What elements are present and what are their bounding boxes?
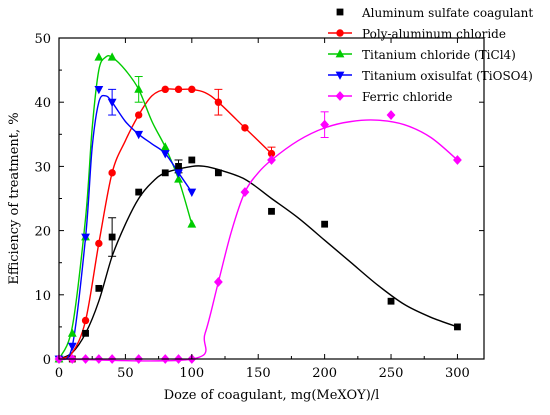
y-axis-label: Efficiency of treatment, % — [7, 112, 22, 284]
data-point-0 — [95, 284, 103, 292]
data-point-4 — [453, 155, 462, 165]
y-tick-label: 30 — [34, 160, 51, 175]
data-point-3 — [107, 98, 117, 108]
x-tick-label: 150 — [246, 366, 271, 381]
data-point-0 — [268, 207, 275, 215]
y-tick-label: 50 — [34, 32, 51, 47]
legend-entry-3: Titanium oxisulfat (TiOSO4) — [362, 69, 533, 83]
data-point-4 — [267, 155, 276, 165]
legend-marker-3 — [335, 71, 345, 80]
axes: 0 50 100 150 200 250 300 0 10 20 30 40 50 — [34, 32, 485, 381]
data-point-4 — [240, 187, 250, 197]
y-tick-label: 0 — [43, 353, 51, 368]
data-point-1 — [214, 98, 223, 106]
data-point-0 — [175, 163, 182, 170]
data-point-2 — [94, 52, 104, 61]
fit-curve-1 — [58, 88, 272, 360]
data-point-0 — [108, 233, 116, 241]
legend-marker-0 — [336, 8, 344, 16]
data-point-3 — [187, 188, 197, 197]
data-point-1 — [108, 169, 116, 177]
data-point-1 — [95, 239, 103, 248]
data-point-3 — [94, 85, 104, 95]
data-point-4 — [213, 277, 223, 287]
data-point-4 — [320, 119, 330, 130]
legend-entry-0: Aluminum sulfate coagulant — [361, 6, 533, 20]
legend: Aluminum sulfate coagulant Poly-aluminum … — [328, 6, 533, 104]
data-point-0 — [161, 169, 169, 177]
data-point-1 — [174, 85, 183, 94]
x-tick-label: 200 — [312, 366, 337, 381]
data-point-0 — [82, 329, 89, 337]
data-point-1 — [161, 85, 169, 94]
data-point-0 — [387, 297, 395, 305]
data-point-3 — [134, 130, 144, 140]
data-point-2 — [107, 52, 117, 61]
data-point-3 — [67, 342, 77, 352]
data-point-2 — [174, 174, 183, 183]
data-point-3 — [160, 150, 170, 159]
data-point-0 — [321, 220, 329, 228]
legend-entry-1: Poly-aluminum chloride — [362, 27, 506, 41]
legend-marker-4 — [335, 91, 345, 101]
data-point-0 — [188, 156, 196, 164]
fit-curve-3 — [58, 94, 193, 361]
fit-curve-0 — [58, 165, 458, 360]
fit-curve-2 — [58, 54, 193, 360]
data-point-0 — [135, 188, 143, 196]
data-point-4 — [386, 110, 396, 120]
data-point-1 — [267, 149, 276, 158]
legend-entry-2: Titanium chloride (TiCl4) — [362, 48, 516, 62]
y-tick-label: 40 — [34, 96, 51, 111]
legend-marker-2 — [335, 49, 345, 58]
x-tick-label: 300 — [445, 366, 470, 381]
data-point-3 — [174, 169, 183, 178]
x-tick-label: 0 — [55, 366, 63, 381]
x-tick-label: 250 — [379, 366, 404, 381]
y-tick-label: 10 — [34, 289, 51, 304]
x-tick-label: 100 — [179, 366, 204, 381]
legend-marker-1 — [336, 29, 344, 37]
data-point-3 — [81, 233, 90, 242]
legend-entry-4: Ferric chloride — [362, 90, 453, 104]
data-point-0 — [454, 323, 461, 331]
x-axis-label: Doze of coagulant, mg(MeXOY)/l — [164, 388, 380, 403]
data-point-1 — [81, 316, 90, 325]
y-tick-label: 20 — [34, 225, 51, 240]
data-point-2 — [187, 219, 197, 228]
data-point-2 — [134, 84, 144, 93]
data-point-1 — [188, 85, 196, 94]
data-point-1 — [241, 124, 249, 132]
data-point-1 — [134, 111, 143, 119]
data-point-2 — [67, 328, 77, 337]
data-point-0 — [214, 169, 222, 177]
x-tick-label: 50 — [117, 366, 134, 381]
data-point-2 — [160, 142, 170, 151]
